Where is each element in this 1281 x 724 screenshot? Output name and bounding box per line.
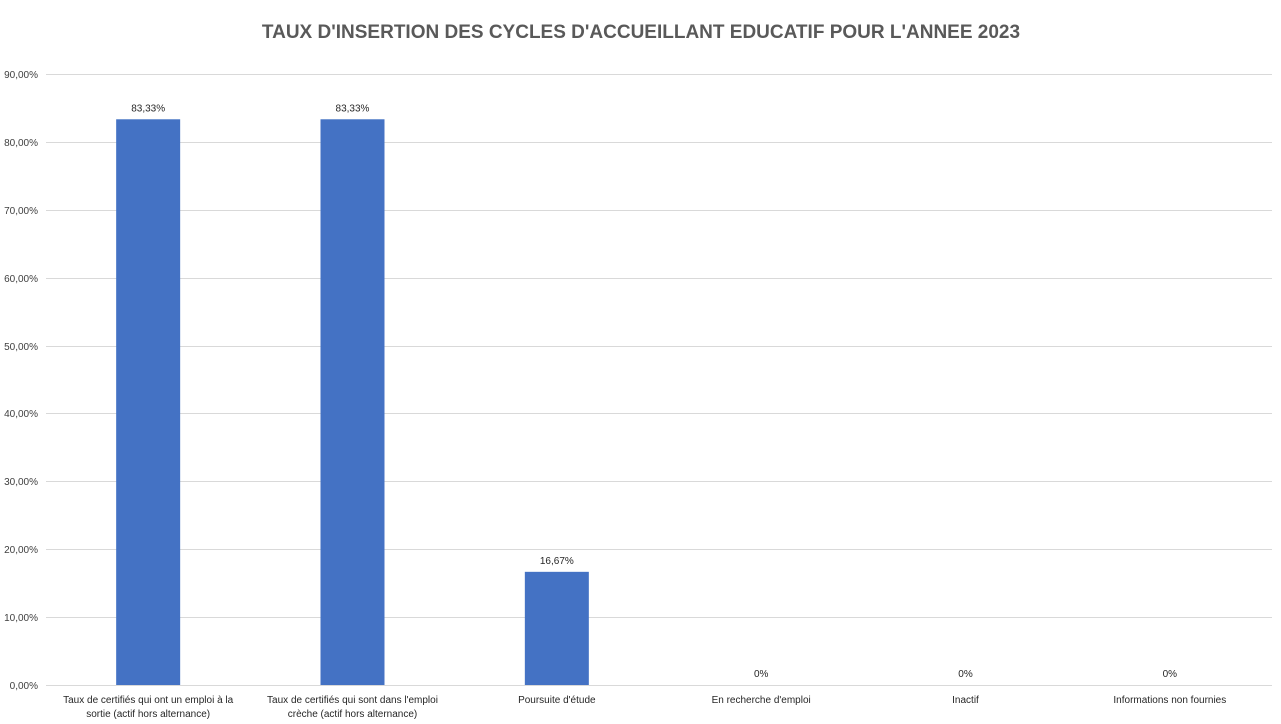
y-tick-label: 40,00% [4, 409, 38, 420]
data-label: 0% [754, 669, 769, 680]
y-tick-label: 20,00% [4, 545, 38, 556]
x-category-label: Taux de certifiés qui ont un emploi à la… [63, 695, 234, 720]
y-axis-ticks: 0,00% 10,00% 20,00% 30,00% 40,00% 50,00% 60,00… [4, 70, 38, 692]
bar [116, 119, 181, 686]
bar [524, 571, 589, 685]
bar [320, 119, 385, 686]
x-category-label: Inactif [952, 695, 979, 706]
chart-title: TAUX D'INSERTION DES CYCLES D'ACCUEILLAN… [262, 22, 1020, 43]
y-tick-label: 0,00% [10, 681, 38, 692]
y-tick-label: 90,00% [4, 70, 38, 81]
y-tick-label: 50,00% [4, 342, 38, 353]
data-label: 0% [1163, 669, 1178, 680]
x-axis-categories: Taux de certifiés qui ont un emploi à la… [63, 695, 1226, 720]
data-label: 83,33% [336, 103, 370, 114]
x-category-label: Taux de certifiés qui sont dans l'emploi… [267, 695, 438, 720]
x-category-label: Informations non fournies [1113, 695, 1226, 706]
data-labels: 83,33% 83,33% 16,67% 0% 0% 0% [131, 103, 1177, 680]
data-label: 0% [958, 669, 973, 680]
y-tick-label: 10,00% [4, 613, 38, 624]
y-tick-label: 60,00% [4, 274, 38, 285]
y-tick-label: 70,00% [4, 206, 38, 217]
y-tick-label: 30,00% [4, 477, 38, 488]
data-label: 83,33% [131, 103, 165, 114]
x-category-label: En recherche d'emploi [712, 695, 811, 706]
y-tick-label: 80,00% [4, 138, 38, 149]
gridlines [46, 74, 1272, 686]
bars [116, 119, 589, 686]
data-label: 16,67% [540, 556, 574, 567]
x-category-label: Poursuite d'étude [518, 695, 596, 706]
